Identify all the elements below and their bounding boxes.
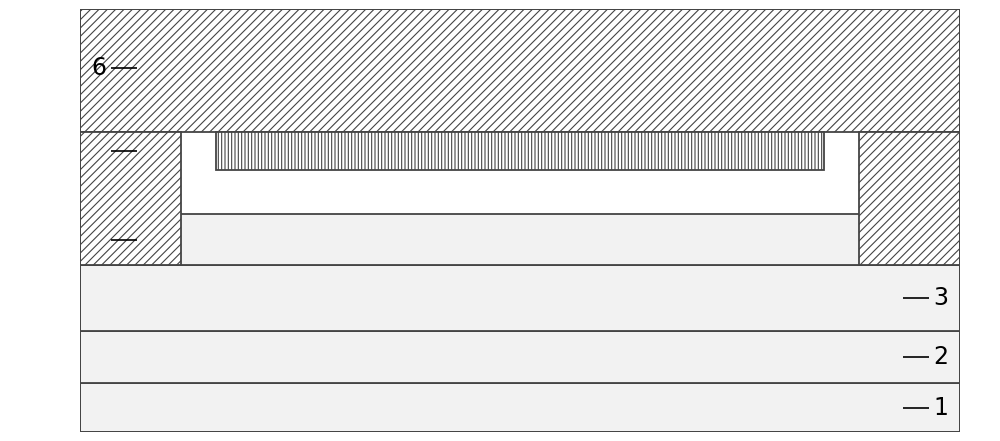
Bar: [216, 131, 824, 170]
Bar: [80, 131, 181, 265]
Text: 3: 3: [934, 286, 949, 310]
Bar: [80, 265, 960, 331]
Bar: [80, 214, 960, 265]
Text: 1: 1: [934, 396, 948, 420]
Bar: [80, 331, 960, 384]
Text: 6: 6: [91, 56, 106, 80]
Text: 2: 2: [934, 345, 949, 369]
Text: 5: 5: [91, 138, 106, 163]
Text: 4: 4: [91, 228, 106, 251]
Bar: [80, 9, 960, 131]
Bar: [80, 384, 960, 432]
Bar: [859, 131, 960, 265]
